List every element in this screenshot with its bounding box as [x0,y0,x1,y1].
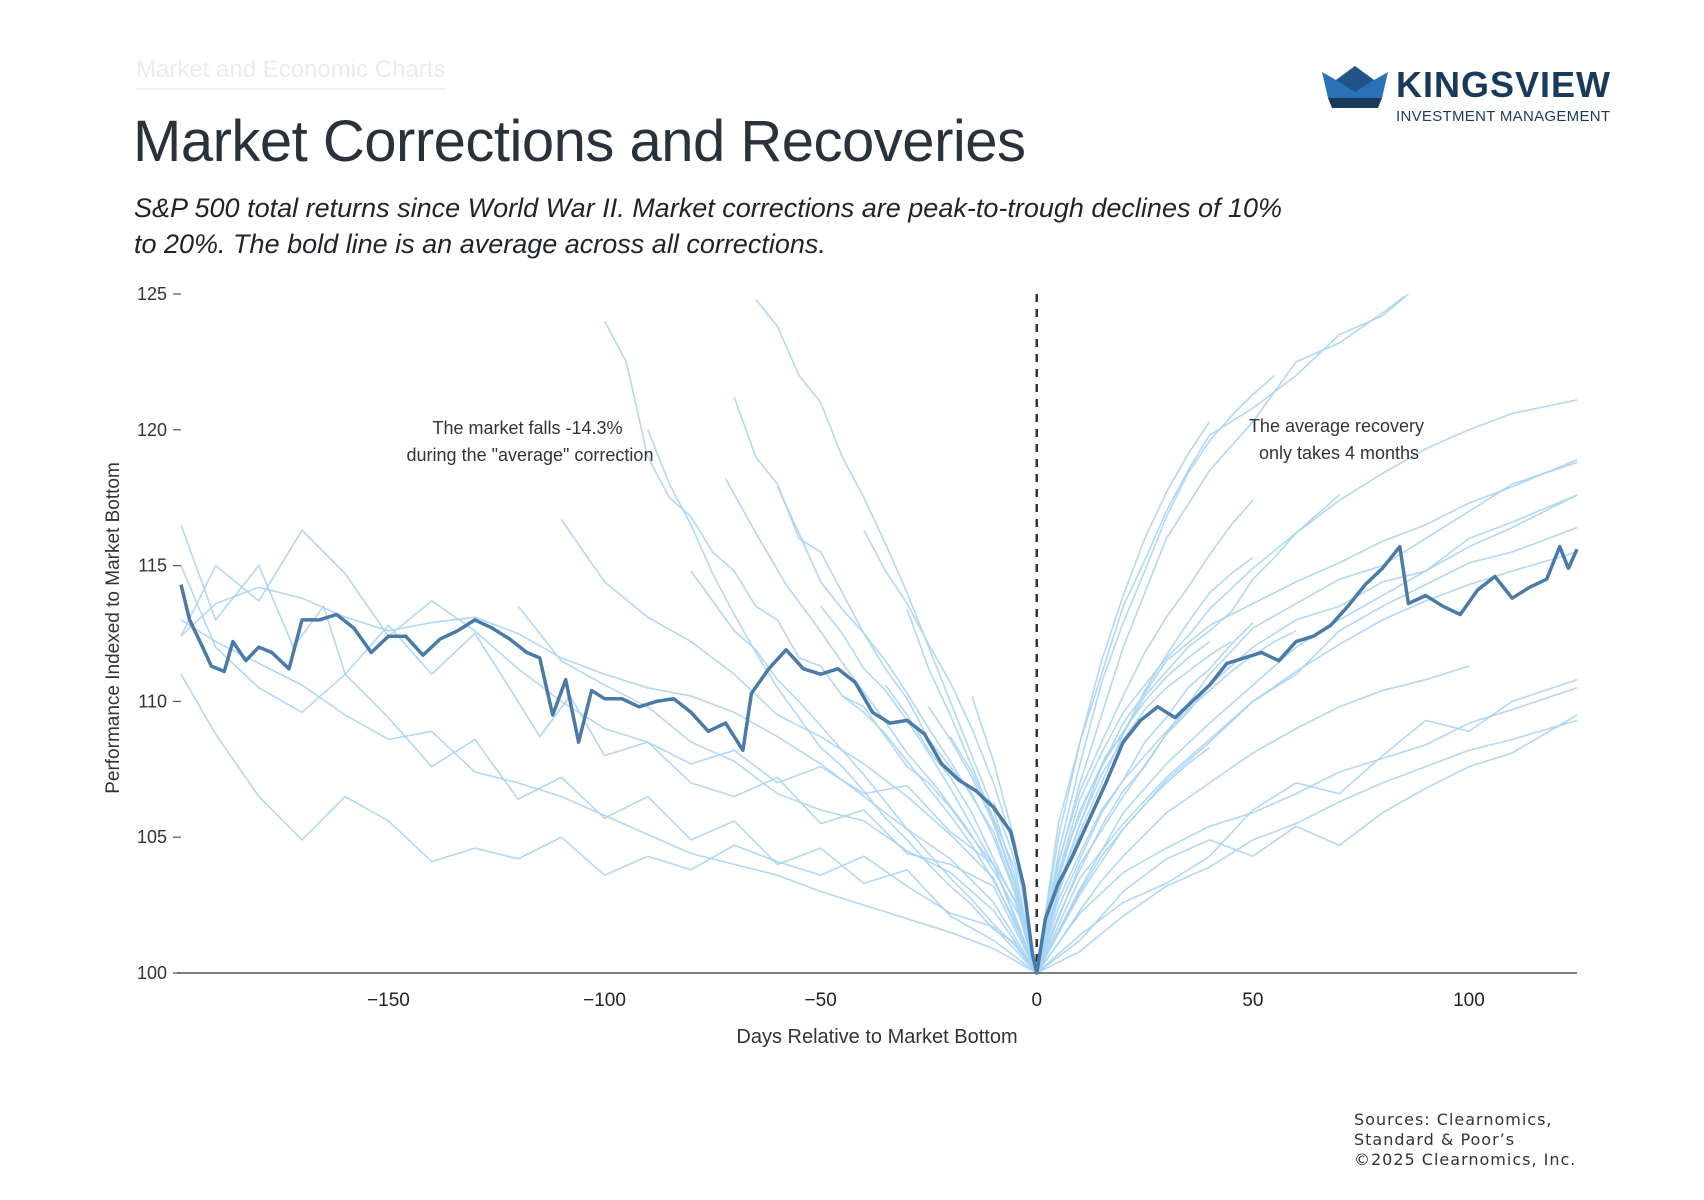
correction-series-line [884,622,1254,976]
y-axis-label: Performance Indexed to Market Bottom [103,462,124,794]
average-series-line [179,544,1579,975]
crown-icon [1322,66,1388,108]
correction-series-line [733,396,1578,977]
correction-series-line [863,374,1276,974]
sources-line: Standard & Poor’s [1354,1130,1516,1149]
sources-note: Sources: Clearnomics, Standard & Poor’s … [1354,1110,1576,1170]
copyright-line: ©2025 Clearnomics, Inc. [1354,1150,1577,1169]
x-tick-label: −100 [583,990,626,1011]
y-tick-label: 100 [137,963,167,983]
y-tick-label: 120 [137,420,167,440]
page-title: Market Corrections and Recoveries [133,109,1026,174]
y-axis: 100 105 110 115 120 125 [137,284,181,983]
annotation-recovery: The average recovery only takes 4 months [1249,416,1429,463]
kingsview-logo: KINGSVIEW INVESTMENT MANAGEMENT [1320,62,1620,132]
annotation-decline: The market falls -14.3% during the "aver… [407,418,654,465]
y-tick-label: 110 [138,691,167,711]
annotation-decline-line1: The market falls -14.3% [432,418,622,438]
section-label: Market and Economic Charts [136,56,446,90]
correction-series-line [949,556,1254,974]
x-tick-label: −150 [367,990,410,1011]
correction-series-line [180,619,1578,974]
y-tick-label: 125 [137,284,167,304]
correction-series-line [180,565,1578,975]
correction-series-line [690,570,1470,975]
correction-series-line [906,499,1254,974]
correction-series-line [841,695,1211,975]
correction-series-line [180,673,1578,975]
x-tick-label: 0 [1031,990,1042,1011]
correction-series-line [647,429,1578,975]
x-tick-label: 100 [1453,990,1485,1011]
y-tick-label: 115 [138,556,167,576]
y-tick-label: 105 [137,827,167,847]
correction-series-line [180,551,1578,975]
x-axis-label: Days Relative to Market Bottom [736,1026,1017,1048]
x-axis: −150 −100 −50 0 50 100 [367,990,1485,1011]
annotation-recovery-line1: The average recovery [1249,416,1424,436]
correction-series-line [180,461,1578,976]
correction-series-line [724,399,1578,977]
correction-series-line [755,293,1409,974]
correction-series-line [776,486,1340,974]
annotation-recovery-line2: only takes 4 months [1259,443,1419,463]
chart-subtitle: S&P 500 total returns since World War II… [134,193,1283,259]
correction-series-line [820,605,1297,976]
correction-series-line [603,296,1405,974]
x-tick-label: −50 [805,990,837,1011]
annotation-decline-line2: during the "average" correction [407,445,654,465]
correction-series-line [180,524,1578,975]
correction-lines [180,293,1578,977]
sources-line: Sources: Clearnomics, [1354,1110,1553,1129]
correction-series-line [971,421,1211,974]
x-tick-label: 50 [1242,990,1263,1011]
logo-tagline: INVESTMENT MANAGEMENT [1396,108,1611,125]
logo-name: KINGSVIEW [1396,64,1612,105]
